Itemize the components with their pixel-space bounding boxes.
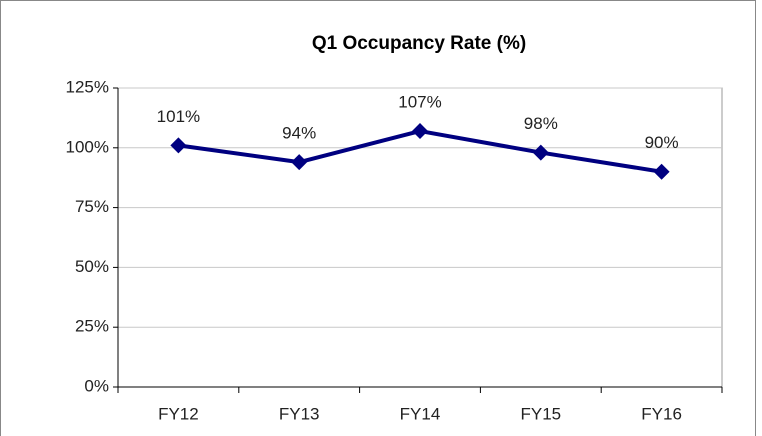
y-tick-label: 100% bbox=[66, 137, 109, 156]
data-point bbox=[653, 163, 670, 180]
y-tick-label: 75% bbox=[75, 197, 109, 216]
data-point bbox=[291, 154, 308, 171]
y-tick-label: 25% bbox=[75, 317, 109, 336]
y-tick-label: 50% bbox=[75, 257, 109, 276]
x-tick-label: FY16 bbox=[641, 404, 682, 423]
chart-title: Q1 Occupancy Rate (%) bbox=[312, 33, 526, 54]
x-tick-label: FY12 bbox=[158, 404, 199, 423]
data-point bbox=[170, 137, 187, 154]
data-point bbox=[412, 123, 428, 140]
data-label: 90% bbox=[645, 133, 679, 152]
y-tick-label: 0% bbox=[84, 376, 109, 395]
x-tick-label: FY15 bbox=[520, 404, 561, 423]
data-label: 94% bbox=[282, 124, 316, 143]
data-label: 98% bbox=[524, 114, 558, 133]
data-point bbox=[532, 144, 549, 161]
data-label: 101% bbox=[157, 107, 200, 126]
x-tick-label: FY14 bbox=[400, 404, 441, 423]
y-tick-label: 125% bbox=[66, 77, 109, 96]
data-label: 107% bbox=[398, 93, 441, 112]
x-tick-label: FY13 bbox=[279, 404, 320, 423]
